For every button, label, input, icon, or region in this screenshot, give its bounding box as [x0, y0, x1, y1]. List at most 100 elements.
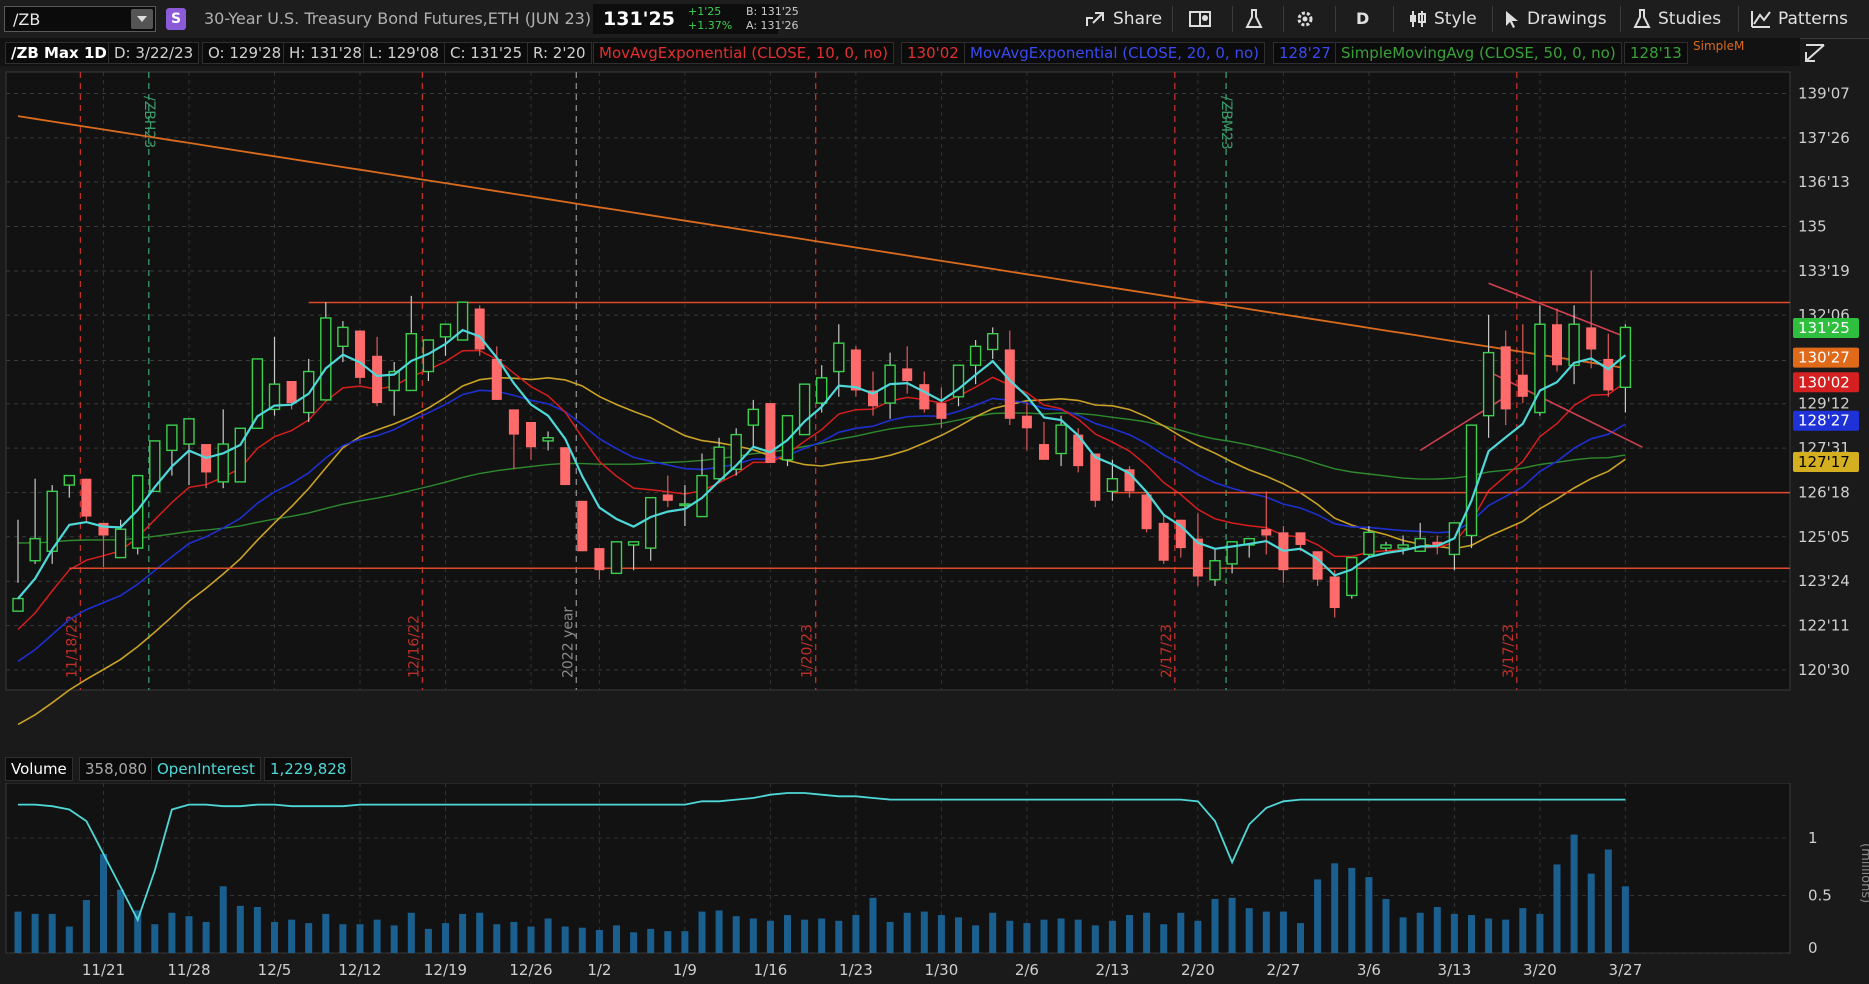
- beaker-button[interactable]: [1244, 4, 1270, 34]
- volume-bar: [732, 916, 740, 953]
- volume-bar: [1399, 917, 1407, 953]
- price-marker-box: [1793, 410, 1859, 431]
- volume-bar: [1502, 919, 1510, 953]
- time-axis-label: 12/12: [338, 961, 381, 979]
- volume-bar: [1365, 877, 1373, 953]
- candle-body-down: [1004, 349, 1015, 419]
- last-price: 131'25: [603, 8, 675, 30]
- event-marker-label: /ZBM23: [1218, 96, 1234, 150]
- timeframe-button[interactable]: D: [1356, 9, 1370, 28]
- ohlc-open: O: 129'28: [202, 42, 288, 64]
- symbol-input[interactable]: /ZB: [4, 6, 156, 32]
- event-marker-label: 2022 year: [560, 606, 576, 678]
- studies-button[interactable]: Studies: [1632, 4, 1721, 34]
- gear-icon: [1297, 11, 1313, 27]
- volume-bar: [151, 924, 159, 953]
- style-button[interactable]: Style: [1408, 4, 1477, 34]
- volume-bar: [989, 912, 997, 953]
- candle-body-down: [1192, 538, 1203, 577]
- volume-bar: [219, 886, 227, 953]
- price-tick-label: 137'26: [1798, 129, 1850, 147]
- symbol-link-badge[interactable]: S: [166, 8, 186, 30]
- candle-body-up: [131, 474, 144, 549]
- volume-bar: [1245, 908, 1253, 953]
- symbol-text: /ZB: [13, 10, 41, 29]
- patterns-button[interactable]: Patterns: [1750, 4, 1848, 34]
- volume-bar: [476, 912, 484, 953]
- cursor-arrow-icon: [1506, 11, 1518, 28]
- event-marker-label: 2/17/23: [1159, 624, 1175, 678]
- candle-body-up: [1209, 560, 1221, 581]
- open-interest-label[interactable]: OpenInterest: [151, 757, 261, 781]
- toolbar-separator: [1492, 6, 1493, 32]
- ema10-label[interactable]: MovAvgExponential (CLOSE, 10, 0, no): [593, 42, 894, 64]
- candle-body-down: [1295, 532, 1306, 545]
- price-marker-label: 127'17: [1798, 453, 1850, 471]
- volume-bar: [1143, 912, 1151, 953]
- volume-bar: [253, 907, 261, 953]
- style-label: Style: [1434, 9, 1477, 29]
- candle-body-down: [1552, 324, 1562, 366]
- candle-body-up: [1055, 424, 1067, 455]
- candle-body-down: [902, 368, 913, 381]
- candle-body-down: [1329, 576, 1340, 609]
- volume-bar: [784, 915, 791, 953]
- candle-body-up: [610, 541, 623, 575]
- volume-bar: [1348, 867, 1356, 953]
- candle-body-down: [1073, 434, 1084, 467]
- candle-body-down: [662, 494, 673, 501]
- volume-bar: [236, 905, 244, 953]
- ema20-label[interactable]: MovAvgExponential (CLOSE, 20, 0, no): [964, 42, 1265, 64]
- price-marker-label: 128'27: [1798, 412, 1850, 430]
- candle-body-up: [388, 370, 400, 392]
- volume-bar: [271, 921, 278, 953]
- candle-body-up: [696, 474, 708, 518]
- symbol-dropdown-button[interactable]: [131, 9, 153, 29]
- volume-tick-label: 0.5: [1808, 887, 1832, 905]
- volume-bar: [1331, 863, 1339, 953]
- volume-bar: [1279, 911, 1287, 953]
- candle-body-down: [1500, 346, 1511, 410]
- time-axis-label: 12/19: [424, 961, 467, 979]
- volume-bar: [1194, 920, 1202, 953]
- settings-button[interactable]: [1294, 4, 1322, 34]
- time-axis-label: 1/9: [673, 961, 697, 979]
- candle-body-down: [474, 308, 485, 350]
- candle-body-down: [765, 403, 776, 463]
- drawings-button[interactable]: Drawings: [1503, 4, 1607, 34]
- volume-bar: [527, 926, 535, 953]
- price-chart[interactable]: 139'07137'26136'13135133'19132'06130'241…: [0, 66, 1869, 746]
- volume-unit-label: (millions): [1858, 843, 1869, 903]
- flexible-grid-button[interactable]: [1188, 4, 1218, 34]
- sma50-label[interactable]: SimpleMovingAvg (CLOSE, 50, 0, no): [1335, 42, 1622, 64]
- volume-bar: [903, 912, 911, 953]
- volume-bar: [168, 912, 176, 953]
- price-tick-label: 122'11: [1798, 617, 1850, 635]
- volume-bar: [630, 932, 638, 953]
- event-marker-label: 1/20/23: [800, 624, 816, 678]
- share-icon: [1086, 12, 1104, 26]
- ema20-value: 128'27: [1273, 42, 1337, 64]
- volume-bar: [1468, 915, 1475, 953]
- volume-bar: [578, 927, 586, 953]
- drawings-label: Drawings: [1527, 9, 1607, 29]
- share-button[interactable]: Share: [1085, 4, 1162, 34]
- time-axis-label: 2/27: [1267, 961, 1301, 979]
- candle-body-up: [645, 496, 657, 549]
- volume-bar: [972, 925, 980, 953]
- ema20-line: [17, 389, 1626, 662]
- chart-expand-icon[interactable]: [1800, 40, 1830, 66]
- volume-bar: [544, 918, 552, 953]
- volume-bar: [1450, 913, 1458, 953]
- candle-body-down: [1603, 358, 1614, 391]
- toolbar-separator: [1283, 6, 1284, 32]
- sma50-line: [18, 412, 1626, 544]
- flask-icon: [1633, 9, 1651, 28]
- volume-chart[interactable]: 1 0.5 0 (millions) 11/21 11/28 12/5 12/12 12/19 1…: [0, 783, 1869, 984]
- volume-bar: [613, 925, 620, 953]
- patterns-label: Patterns: [1778, 9, 1849, 29]
- candle-body-up: [816, 377, 828, 404]
- volume-bar: [801, 919, 809, 953]
- candle-body-up: [166, 424, 178, 452]
- candle-body-up: [217, 443, 229, 483]
